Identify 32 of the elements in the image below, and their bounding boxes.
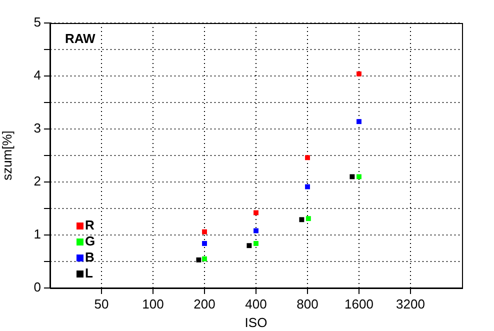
legend-label: L (85, 266, 93, 281)
legend-label: B (85, 250, 94, 265)
point (202, 256, 207, 262)
y-tick-label: 5 (34, 14, 41, 30)
x-tick-label: 50 (94, 296, 109, 312)
y-tick-label: 3 (34, 120, 41, 136)
point (254, 228, 258, 234)
x-tick-label: 1600 (344, 296, 374, 312)
x-tick-label: 3200 (396, 296, 425, 312)
point (254, 210, 258, 216)
annotation: RAW (65, 31, 96, 46)
legend-label: R (85, 218, 95, 233)
x-tick-label: 400 (245, 296, 267, 312)
y-tick-label: 4 (34, 68, 41, 83)
x-tick-label: 200 (194, 296, 216, 312)
point (356, 174, 362, 180)
point (356, 71, 362, 76)
point (306, 216, 311, 222)
point (254, 241, 258, 246)
point (305, 184, 310, 190)
legend-label: G (85, 234, 96, 249)
y-axis-title: szum[%] (0, 130, 14, 180)
x-tick-label: 100 (142, 296, 164, 312)
y-tick-label: 1 (34, 226, 41, 242)
point (305, 155, 310, 160)
point (202, 229, 207, 234)
x-axis-title: ISO (244, 314, 268, 330)
y-tick-label: 2 (34, 174, 41, 189)
point (356, 119, 362, 124)
point (202, 241, 207, 246)
x-tick-label: 800 (296, 296, 318, 312)
y-tick-label: 0 (34, 280, 41, 295)
